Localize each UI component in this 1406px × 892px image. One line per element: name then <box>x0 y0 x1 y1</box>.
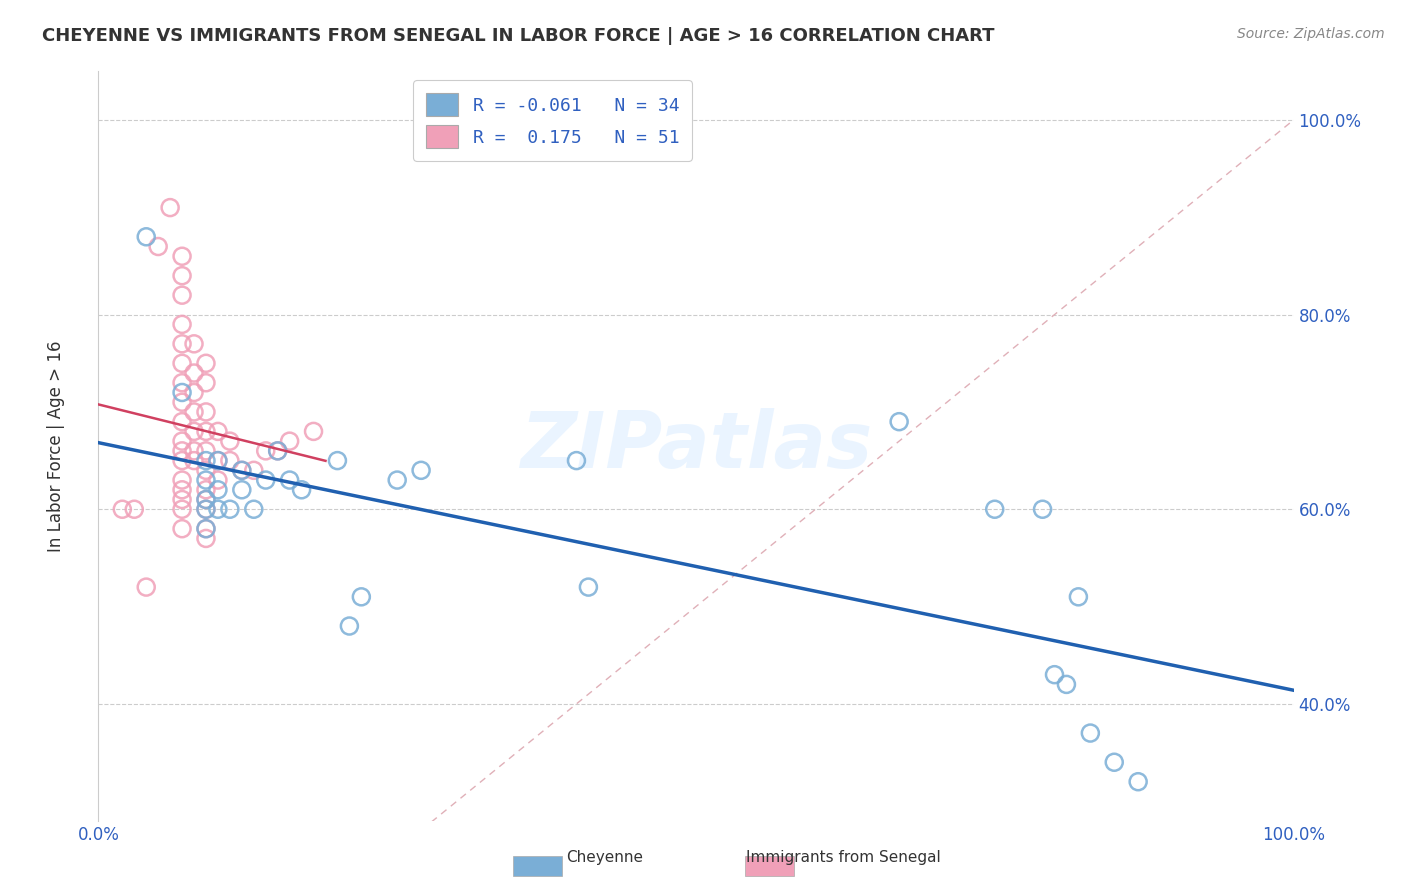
Point <box>195 502 218 516</box>
Point <box>172 249 194 263</box>
Point <box>195 502 218 516</box>
Point <box>195 463 218 477</box>
Point <box>195 483 218 497</box>
Point <box>172 453 194 467</box>
Point <box>172 268 194 283</box>
Point <box>183 453 205 467</box>
Point <box>148 239 170 253</box>
Point <box>195 473 218 487</box>
Point <box>326 453 349 467</box>
Point <box>578 580 600 594</box>
Point <box>254 473 277 487</box>
Point <box>1032 502 1054 516</box>
Point <box>243 502 266 516</box>
Point <box>172 443 194 458</box>
Point <box>195 405 218 419</box>
Point <box>195 522 218 536</box>
Point <box>111 502 134 516</box>
Point <box>195 492 218 507</box>
Point <box>231 463 253 477</box>
Point <box>254 443 277 458</box>
Text: Cheyenne: Cheyenne <box>567 850 643 865</box>
Point <box>207 453 229 467</box>
Point <box>984 502 1007 516</box>
Point <box>183 405 205 419</box>
Point <box>278 434 301 449</box>
Point <box>195 522 218 536</box>
Point <box>183 425 205 439</box>
Point <box>135 229 157 244</box>
Point <box>231 463 253 477</box>
Point <box>172 522 194 536</box>
Point <box>565 453 588 467</box>
Point <box>889 415 911 429</box>
Point <box>1067 590 1090 604</box>
Point <box>135 580 157 594</box>
Point <box>183 336 205 351</box>
Point <box>195 453 218 467</box>
Point <box>385 473 409 487</box>
Point <box>172 288 194 302</box>
Point <box>172 356 194 370</box>
Legend: R = -0.061   N = 34, R =  0.175   N = 51: R = -0.061 N = 34, R = 0.175 N = 51 <box>413 80 692 161</box>
Point <box>124 502 146 516</box>
Point <box>195 356 218 370</box>
Point <box>207 483 229 497</box>
Point <box>172 434 194 449</box>
Point <box>291 483 314 497</box>
Point <box>172 385 194 400</box>
Point <box>350 590 373 604</box>
Point <box>243 463 266 477</box>
Point <box>278 473 301 487</box>
Text: Immigrants from Senegal: Immigrants from Senegal <box>747 850 941 865</box>
Point <box>172 395 194 409</box>
Point <box>411 463 433 477</box>
Point <box>172 502 194 516</box>
Point <box>339 619 361 633</box>
Text: CHEYENNE VS IMMIGRANTS FROM SENEGAL IN LABOR FORCE | AGE > 16 CORRELATION CHART: CHEYENNE VS IMMIGRANTS FROM SENEGAL IN L… <box>42 27 994 45</box>
Point <box>172 376 194 390</box>
Point <box>172 483 194 497</box>
Text: In Labor Force | Age > 16: In Labor Force | Age > 16 <box>48 340 65 552</box>
Point <box>183 385 205 400</box>
Point <box>172 336 194 351</box>
Point <box>1043 667 1066 681</box>
Point <box>207 453 229 467</box>
Point <box>172 473 194 487</box>
Point <box>231 483 253 497</box>
Point <box>267 443 290 458</box>
Point <box>183 366 205 380</box>
Point <box>219 502 242 516</box>
Point <box>195 425 218 439</box>
Point <box>172 415 194 429</box>
Point <box>159 201 181 215</box>
Point <box>219 453 242 467</box>
Point <box>195 443 218 458</box>
Point <box>1080 726 1102 740</box>
Text: ZIPatlas: ZIPatlas <box>520 408 872 484</box>
Point <box>195 376 218 390</box>
Point <box>172 492 194 507</box>
Point <box>172 318 194 332</box>
Point <box>195 492 218 507</box>
Point <box>207 502 229 516</box>
Point <box>207 425 229 439</box>
Point <box>195 532 218 546</box>
Point <box>267 443 290 458</box>
Point <box>1128 774 1150 789</box>
Text: Source: ZipAtlas.com: Source: ZipAtlas.com <box>1237 27 1385 41</box>
Point <box>302 425 325 439</box>
Point <box>207 473 229 487</box>
Point <box>219 434 242 449</box>
Point <box>1104 756 1126 770</box>
Point <box>1056 677 1078 691</box>
Point <box>183 443 205 458</box>
